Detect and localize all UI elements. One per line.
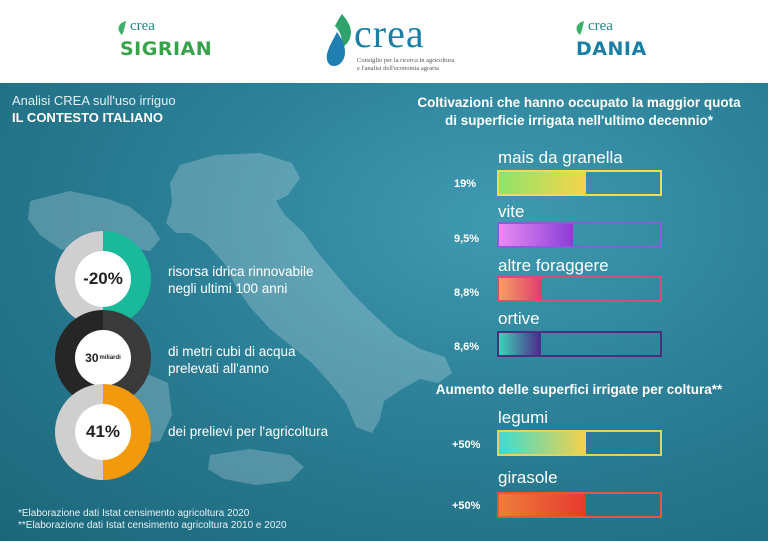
section-title: IL CONTESTO ITALIANO <box>12 110 163 125</box>
stat-text-prelievi: dei prelievi per l'agricoltura <box>168 424 329 439</box>
crea-subtitle-line2: e l'analisi dell'economia agraria <box>357 65 439 72</box>
crop-label-ortive: ortive <box>498 309 540 328</box>
stat-circle-prelievi: 41% <box>55 384 151 480</box>
increase-bar-legumi <box>497 430 662 456</box>
increase-label-legumi: legumi <box>498 408 549 427</box>
increase-pct-legumi: +50% <box>452 439 481 451</box>
increase-bar-fill <box>499 494 586 516</box>
crop-label-mais: mais da granella <box>498 148 623 167</box>
stat-value: 41% <box>75 404 131 460</box>
crea-subtitle-line1: Consiglio per la ricerca in agricoltura <box>357 57 455 64</box>
crea-logo-subtitle: Consiglio per la ricerca in agricoltura … <box>357 57 467 73</box>
increase-bar-fill <box>499 432 586 454</box>
crop-bar-mais <box>497 170 662 196</box>
stat-text-line2: prelevati all'anno <box>168 361 269 376</box>
stat-value: -20% <box>75 251 131 307</box>
leaf-icon <box>576 21 584 35</box>
crop-bar-fill <box>499 172 586 194</box>
stat-text-rinnovabile: risorsa idrica rinnovabile negli ultimi … <box>168 263 314 297</box>
crops-title-line2: di superficie irrigata nell'ultimo decen… <box>444 113 714 128</box>
crop-pct-vite: 9,5% <box>454 233 480 245</box>
crop-bar-ortive <box>497 331 662 357</box>
stat-value-main: 30 <box>85 351 99 365</box>
crop-bar-fill <box>499 224 574 246</box>
increase-title: Aumento delle superfici irrigate per col… <box>435 382 723 397</box>
dania-logo: crea DANIA <box>574 18 664 66</box>
increase-pct-girasole: +50% <box>452 500 481 512</box>
stat-text-metri-cubi: di metri cubi di acqua prelevati all'ann… <box>168 343 296 377</box>
dania-logo-small: crea <box>588 18 613 34</box>
stat-text-line1: risorsa idrica rinnovabile <box>168 264 314 279</box>
crop-pct-ortive: 8,6% <box>454 341 480 353</box>
crop-bar-foraggere <box>497 276 662 302</box>
crop-label-vite: vite <box>498 202 525 221</box>
crops-title: Coltivazioni che hanno occupato la maggi… <box>398 94 760 130</box>
increase-bar-girasole <box>497 492 662 518</box>
stat-value: 30 miliardi <box>75 330 131 386</box>
crop-pct-mais: 19% <box>454 178 477 190</box>
section-kicker: Analisi CREA sull'uso irriguo <box>12 93 176 108</box>
footnote-1: *Elaborazione dati Istat censimento agri… <box>18 508 250 519</box>
crea-logo-name: crea <box>354 11 425 56</box>
water-drop-icon <box>326 14 351 66</box>
crop-label-foraggere: altre foraggere <box>498 256 609 275</box>
stat-text-line1: di metri cubi di acqua <box>168 344 296 359</box>
crop-bar-fill <box>499 278 543 300</box>
crop-bar-vite <box>497 222 662 248</box>
leaf-icon <box>118 21 126 35</box>
stat-circle-rinnovabile: -20% <box>55 231 151 327</box>
dania-logo-name: DANIA <box>576 38 647 60</box>
sigrian-logo-name: SIGRIAN <box>120 38 213 60</box>
crops-title-line1: Coltivazioni che hanno occupato la maggi… <box>417 95 741 110</box>
sigrian-logo-small: crea <box>130 18 155 34</box>
crop-bar-fill <box>499 333 541 355</box>
crop-pct-foraggere: 8,8% <box>454 287 480 299</box>
stat-circle-metri-cubi: 30 miliardi <box>55 310 151 406</box>
stat-value-unit: miliardi <box>99 355 121 361</box>
increase-label-girasole: girasole <box>498 468 558 487</box>
stat-text-line2: negli ultimi 100 anni <box>168 281 288 296</box>
sigrian-logo: crea SIGRIAN <box>116 18 226 66</box>
footnote-2: **Elaborazione dati Istat censimento agr… <box>18 520 287 531</box>
header-bar: crea SIGRIAN crea Consiglio per la ricer… <box>0 0 768 83</box>
